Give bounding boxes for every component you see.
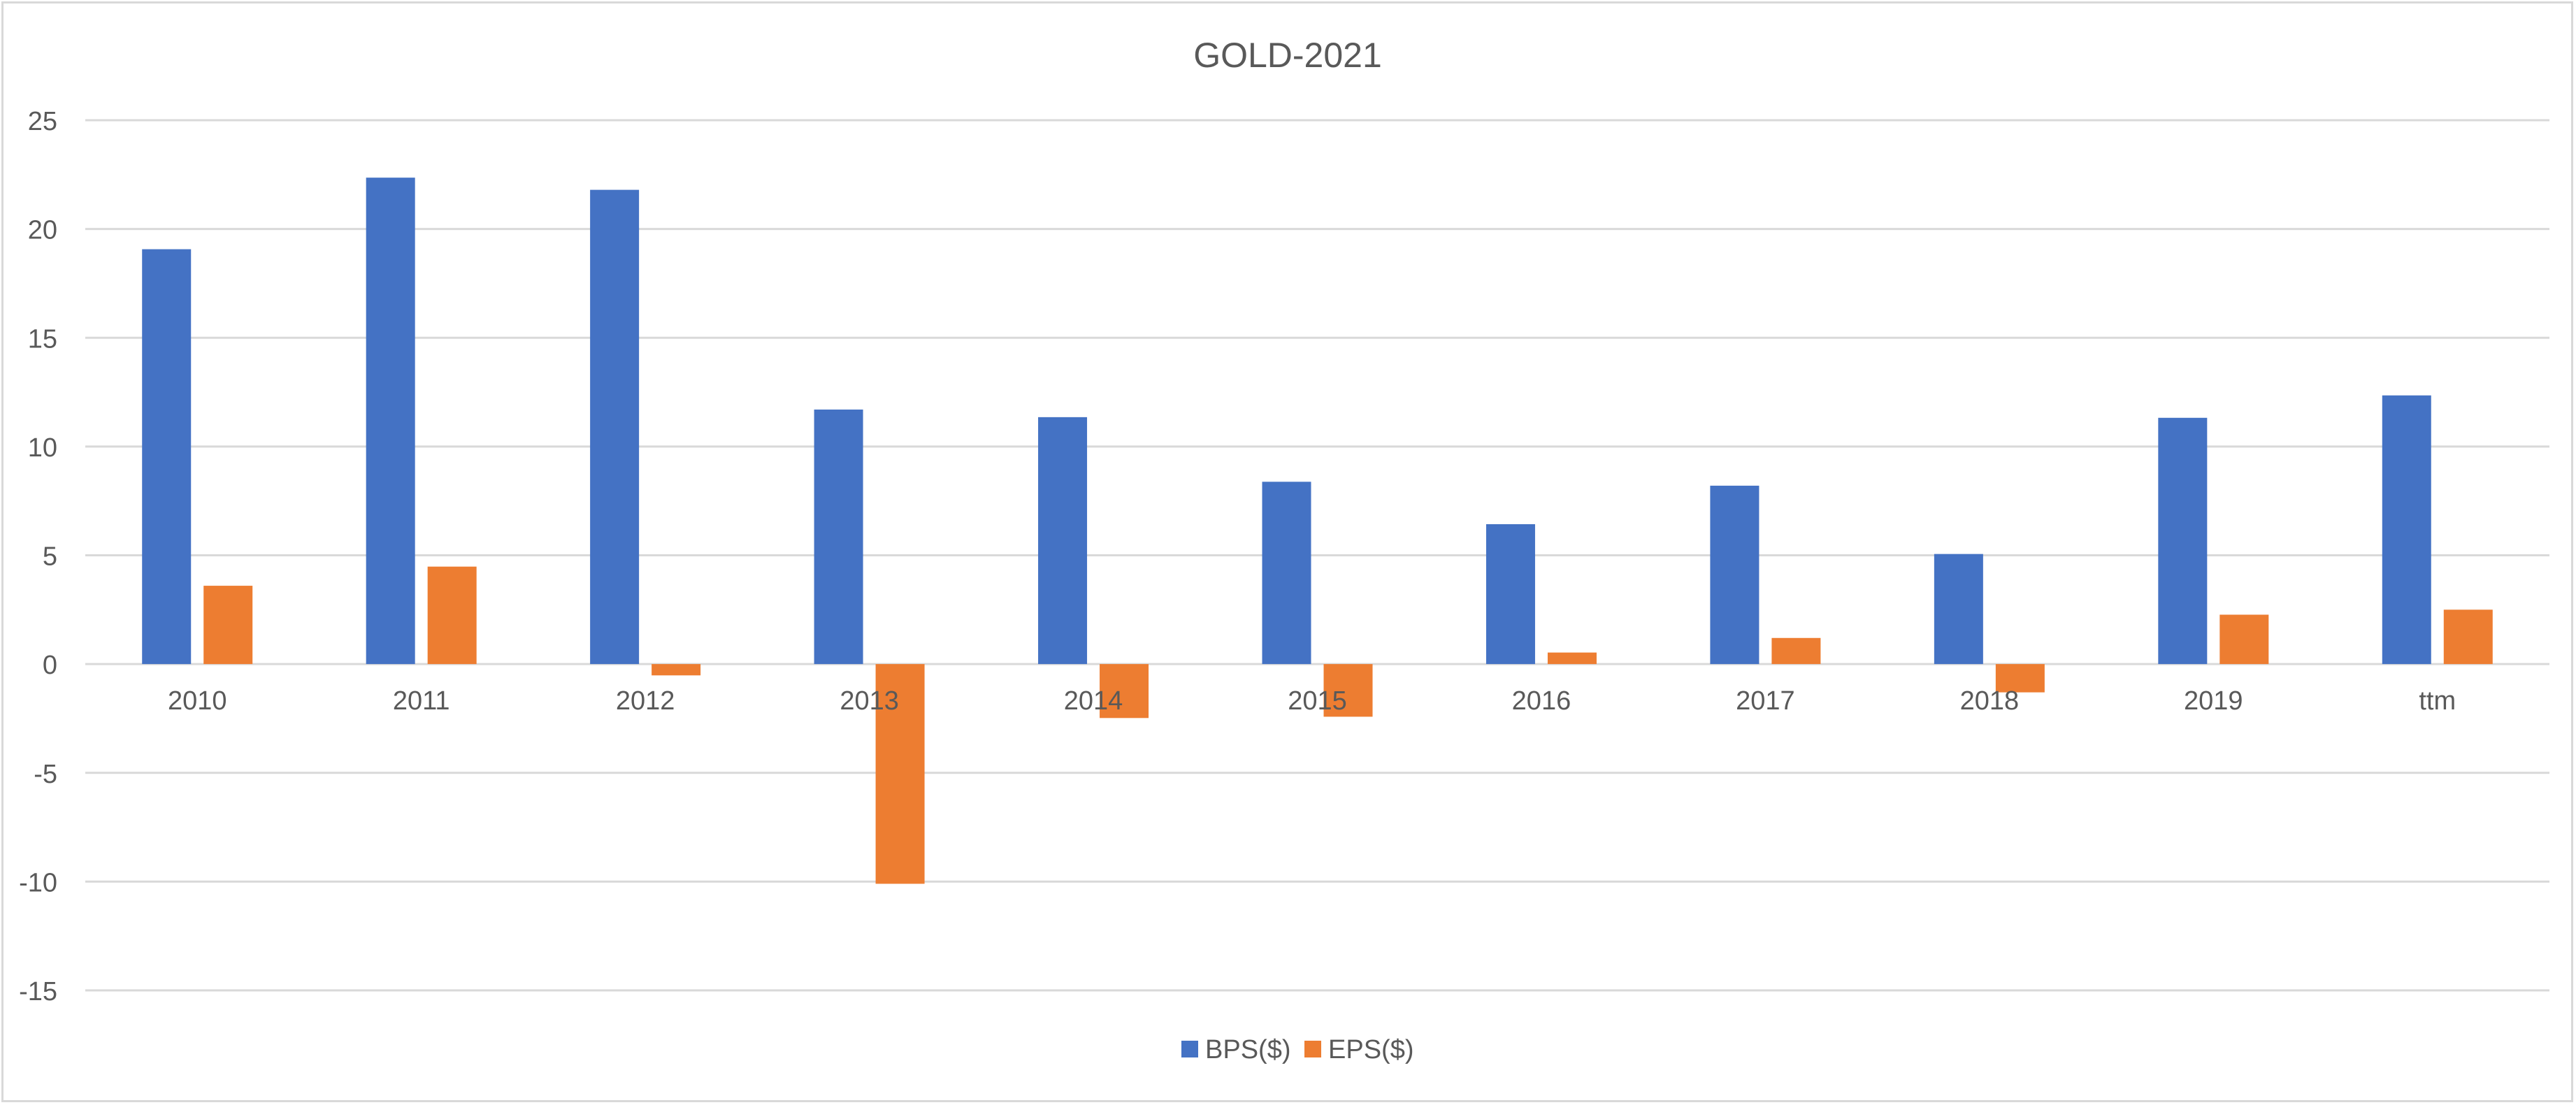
bar-eps-2018	[1995, 664, 2045, 693]
gridlines	[85, 119, 2549, 992]
legend-swatch-eps	[1304, 1041, 1321, 1057]
bar-bps-2012	[590, 189, 640, 665]
y-tick-label: 0	[43, 651, 57, 680]
y-tick-label: -10	[19, 868, 57, 897]
bar-bps-2011	[366, 178, 415, 665]
bars	[142, 178, 2493, 884]
bar-bps-2016	[1485, 523, 1535, 665]
bar-bps-2015	[1262, 482, 1311, 665]
legend-swatch-bps	[1181, 1041, 1198, 1057]
bar-eps-2015	[1323, 664, 1373, 717]
y-tick-label: 5	[43, 542, 57, 572]
y-tick-label: 15	[28, 324, 57, 354]
y-tick-label: 10	[28, 433, 57, 463]
x-tick-label: 2012	[616, 686, 675, 716]
x-tick-label: 2013	[840, 686, 899, 716]
bar-eps-2016	[1547, 652, 1597, 665]
bar-eps-2012	[652, 664, 701, 676]
x-tick-label: 2015	[1288, 686, 1347, 716]
bar-eps-2014	[1100, 664, 1149, 718]
y-tick-label: -5	[34, 760, 57, 789]
legend: BPS($) EPS($)	[1181, 1035, 1413, 1064]
bar-eps-2017	[1771, 637, 1821, 665]
x-tick-label: 2017	[1736, 686, 1795, 716]
x-tick-label: 2010	[168, 686, 227, 716]
legend-label: EPS($)	[1328, 1035, 1413, 1064]
bar-bps-2010	[142, 249, 192, 665]
y-tick-label: 25	[28, 107, 57, 136]
chart-title: GOLD-2021	[1193, 36, 1382, 75]
x-tick-label: 2018	[1960, 686, 2020, 716]
x-tick-label: 2016	[1512, 686, 1571, 716]
x-tick-label: 2019	[2184, 686, 2243, 716]
bar-eps-2019	[2219, 614, 2269, 665]
y-tick-label: -15	[19, 977, 57, 1006]
bar-bps-2013	[814, 409, 863, 665]
bar-bps-ttm	[2382, 395, 2431, 665]
bar-bps-2017	[1710, 485, 1760, 665]
bar-bps-2019	[2158, 417, 2208, 665]
x-tick-label: 2011	[393, 686, 450, 716]
bar-eps-2010	[203, 586, 253, 665]
legend-label: BPS($)	[1205, 1035, 1290, 1064]
y-tick-label: 20	[28, 216, 57, 245]
x-tick-label: ttm	[2419, 686, 2456, 716]
bar-bps-2018	[1934, 554, 1983, 665]
x-tick-label: 2014	[1064, 686, 1123, 716]
bar-bps-2014	[1038, 417, 1088, 665]
bar-eps-2013	[875, 664, 925, 884]
bar-eps-ttm	[2443, 609, 2493, 665]
bar-eps-2011	[427, 566, 477, 665]
